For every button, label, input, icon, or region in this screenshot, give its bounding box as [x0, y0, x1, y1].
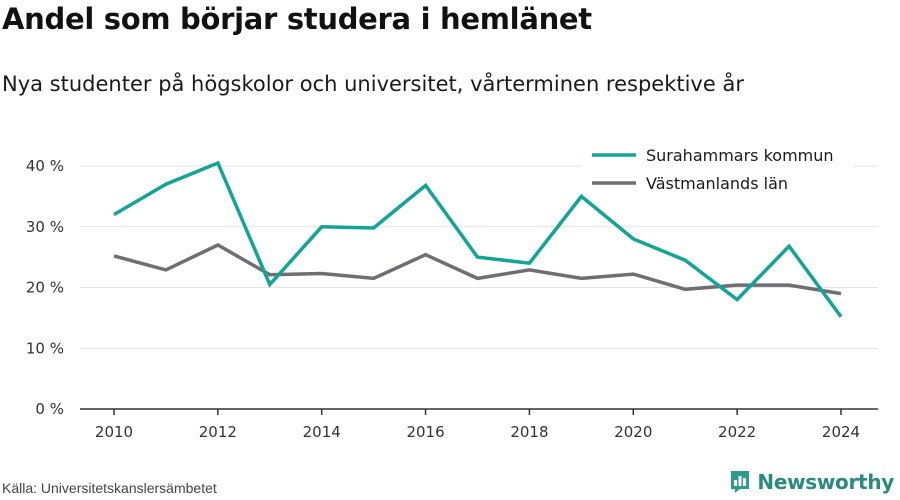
- legend-label: Surahammars kommun: [646, 146, 834, 165]
- newsworthy-logo-icon: [731, 471, 750, 493]
- y-tick-label: 20 %: [26, 279, 64, 297]
- y-tick-label: 0 %: [35, 400, 64, 418]
- x-tick-label: 2020: [614, 423, 652, 441]
- legend: Surahammars kommun Västmanlands län: [582, 145, 854, 195]
- line-chart: 0 % 10 % 20 % 30 % 40 % 2010 2012 2014 2016 2018 2…: [26, 145, 878, 441]
- series-lines: [113, 160, 843, 318]
- y-tick-label: 30 %: [26, 218, 64, 236]
- legend-background: [582, 145, 854, 167]
- source-note: Källa: Universitetskanslersämbetet: [2, 480, 217, 496]
- x-tick-label: 2022: [718, 423, 756, 441]
- chart-subtitle: Nya studenter på högskolor och universit…: [2, 72, 744, 96]
- legend-item: Surahammars kommun: [582, 145, 854, 167]
- x-tick-label: 2014: [303, 423, 341, 441]
- x-tick-label: 2012: [199, 423, 237, 441]
- x-tick-label: 2016: [406, 423, 444, 441]
- legend-item: Västmanlands län: [582, 173, 854, 195]
- brand[interactable]: Newsworthy: [729, 469, 894, 495]
- y-tick-label: 10 %: [26, 339, 64, 357]
- brand-name: Newsworthy: [757, 470, 894, 494]
- chart-title: Andel som börjar studera i hemlänet: [2, 2, 592, 36]
- x-tick-label: 2010: [95, 423, 133, 441]
- legend-label: Västmanlands län: [646, 174, 788, 193]
- y-tick-label: 40 %: [26, 157, 64, 175]
- x-tick-label: 2024: [822, 423, 860, 441]
- series-line-surahammar: [113, 160, 843, 318]
- x-tick-label: 2018: [510, 423, 548, 441]
- series-line-vastmanland: [113, 243, 842, 296]
- axes: 0 % 10 % 20 % 30 % 40 % 2010 2012 2014 2016 2018 2…: [26, 157, 878, 441]
- legend-background: [582, 173, 854, 195]
